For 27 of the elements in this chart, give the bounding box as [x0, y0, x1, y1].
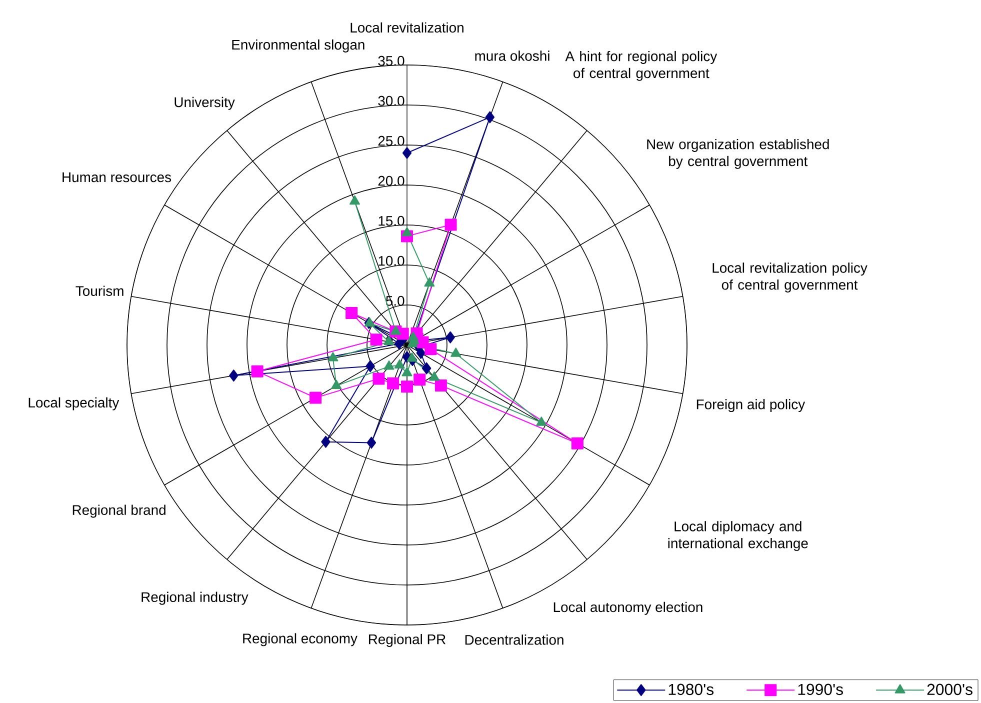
y-tick-label: 30.0 — [378, 96, 404, 106]
spoke-label: Regional economy — [243, 633, 358, 646]
spoke-label: New organization established by central government — [647, 138, 829, 169]
y-tick-label: 35.0 — [378, 56, 404, 66]
legend-label: 1990's — [798, 684, 843, 696]
spoke-label: Local autonomy election — [554, 602, 702, 615]
legend-label: 1980's — [668, 684, 714, 696]
spoke-label: Environmental slogan — [232, 39, 364, 52]
spoke-label: Regional PR — [368, 634, 446, 647]
spoke-label: Foreign aid policy — [696, 399, 806, 412]
spoke-label: Local specialty — [28, 397, 120, 410]
spoke-label: A hint for regional policy of central government — [565, 50, 718, 81]
spoke-label: Decentralization — [465, 634, 564, 645]
spoke-label: University — [174, 96, 235, 110]
legend-label: 2000's — [927, 684, 972, 696]
y-tick-label: 10.0 — [378, 256, 404, 266]
y-tick-label: 25.0 — [378, 136, 404, 146]
spoke-label: mura okoshi — [475, 50, 550, 61]
spoke-label: Regional brand — [72, 504, 166, 518]
spoke-label: Local revitalization policy of central government — [712, 262, 868, 293]
spoke-label: Human resources — [62, 172, 172, 182]
y-tick-label: 20.0 — [378, 176, 404, 186]
y-tick-label: 15.0 — [378, 216, 404, 226]
spoke-label: Local revitalization — [350, 22, 464, 33]
spoke-label: Tourism — [76, 286, 124, 296]
spoke-label: Regional industry — [142, 592, 248, 605]
spoke-label: Local diplomacy and international exchange — [668, 521, 808, 552]
